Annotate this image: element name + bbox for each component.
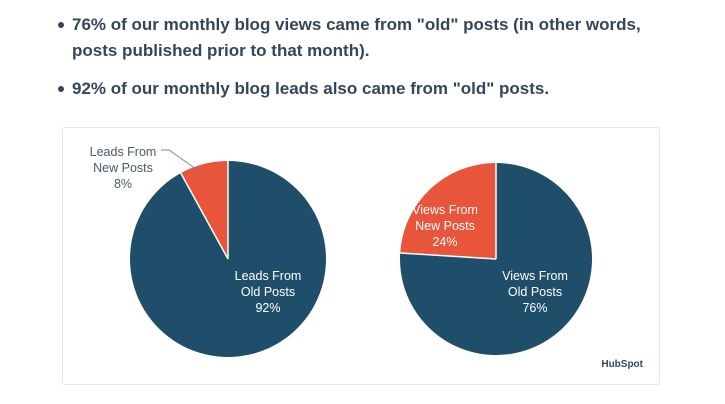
pie-slice-new-posts — [180, 161, 228, 259]
pie-slice-divider — [400, 252, 497, 260]
pie-slice-divider — [180, 172, 229, 260]
label-new-posts: Leads From New Posts 8% — [90, 145, 157, 191]
pie-charts: Leads From Old Posts 92% Leads From New Post… — [90, 145, 593, 357]
chart-card: Leads From Old Posts 92% Leads From New Post… — [62, 127, 660, 385]
label-old-posts: Views From Old Posts 76% — [502, 269, 568, 315]
bullet-leads: 92% of our monthly blog leads also came … — [58, 76, 708, 102]
label-old-posts: Leads From Old Posts 92% — [235, 269, 302, 315]
bullet-list: 76% of our monthly blog views came from … — [58, 12, 708, 114]
bullet-dot — [58, 22, 64, 28]
bullet-views: 76% of our monthly blog views came from … — [58, 12, 708, 64]
bullet-views-line1: 76% of our monthly blog views came from … — [72, 15, 641, 34]
label-new-posts: Views From New Posts 24% — [412, 203, 478, 249]
bullet-views-line2: posts published prior to that month). — [72, 41, 370, 60]
bullet-leads-line1: 92% of our monthly blog leads also came … — [72, 79, 550, 98]
label-leader-line — [161, 149, 204, 175]
hubspot-logo: HubSpot — [601, 359, 643, 370]
bullet-dot — [58, 86, 64, 92]
pie-slice-new-posts — [400, 163, 496, 259]
